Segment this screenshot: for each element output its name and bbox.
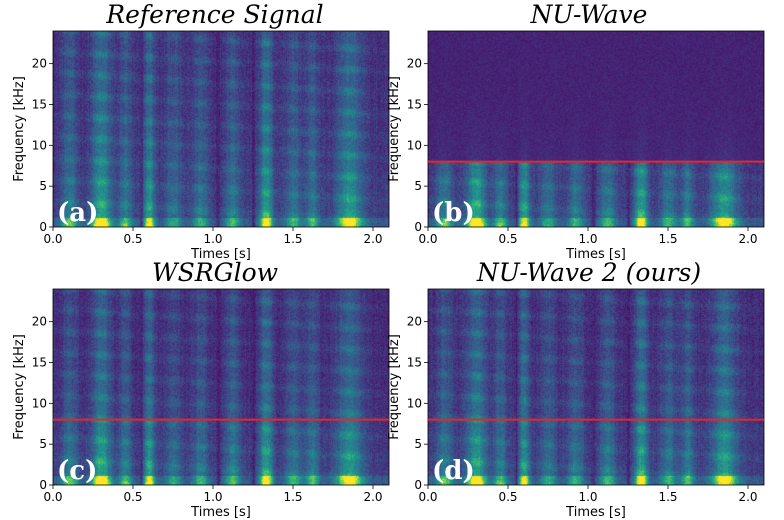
y-tick-label: 10 (32, 138, 47, 152)
x-tick-label: 1.5 (283, 490, 302, 504)
x-tick-label: 0.5 (498, 232, 517, 246)
x-tick-label: 0.0 (43, 490, 62, 504)
y-tick-label: 20 (407, 315, 422, 329)
x-tick-label: 1.5 (658, 232, 677, 246)
y-tick-label: 15 (32, 356, 47, 370)
y-tick-label: 5 (414, 179, 422, 193)
spectrogram-image (53, 31, 389, 227)
x-tick-label: 0.5 (498, 490, 517, 504)
x-axis-label: Times [s] (565, 505, 626, 520)
y-axis-label: Frequency [kHz] (12, 76, 27, 182)
y-tick-label: 0 (414, 220, 422, 234)
y-tick-label: 20 (407, 57, 422, 71)
x-tick-label: 0.5 (123, 490, 142, 504)
y-tick-label: 5 (39, 437, 47, 451)
x-axis-label: Times [s] (190, 247, 251, 262)
y-axis-label: Frequency [kHz] (12, 334, 27, 440)
y-tick-label: 15 (407, 356, 422, 370)
y-tick-label: 15 (407, 98, 422, 112)
panel-title: WSRGlow (151, 258, 279, 287)
y-tick-label: 15 (32, 98, 47, 112)
y-tick-label: 0 (414, 478, 422, 492)
plot-frame (427, 288, 765, 486)
x-tick-label: 1.0 (578, 232, 597, 246)
panel-title: NU-Wave (530, 0, 648, 29)
panel-title: NU-Wave 2 (ours) (476, 258, 702, 287)
x-axis-label: Times [s] (190, 505, 251, 520)
x-tick-label: 2.0 (738, 232, 757, 246)
y-axis-label: Frequency [kHz] (387, 334, 402, 440)
y-tick-label: 5 (414, 437, 422, 451)
panel-title: Reference Signal (106, 0, 324, 29)
x-tick-label: 2.0 (738, 490, 757, 504)
y-tick-label: 5 (39, 179, 47, 193)
y-tick-label: 10 (32, 396, 47, 410)
x-tick-label: 0.0 (418, 490, 437, 504)
y-tick-label: 20 (32, 315, 47, 329)
plot-frame (427, 30, 765, 228)
y-tick-label: 0 (39, 478, 47, 492)
plot-frame (52, 288, 390, 486)
x-tick-label: 1.0 (203, 490, 222, 504)
panel-letter-label: (c) (57, 456, 97, 486)
x-tick-label: 0.5 (123, 232, 142, 246)
y-tick-label: 10 (407, 396, 422, 410)
x-tick-label: 0.0 (418, 232, 437, 246)
y-axis-label: Frequency [kHz] (387, 76, 402, 182)
x-tick-label: 2.0 (363, 232, 382, 246)
x-tick-label: 1.5 (658, 490, 677, 504)
x-tick-label: 1.0 (203, 232, 222, 246)
x-axis-label: Times [s] (565, 247, 626, 262)
spectrogram-image (428, 289, 764, 485)
x-tick-label: 1.0 (578, 490, 597, 504)
panel-letter-label: (d) (432, 456, 475, 486)
spectrogram-image (428, 31, 764, 227)
x-tick-label: 0.0 (43, 232, 62, 246)
panel-letter-label: (a) (57, 198, 98, 228)
y-tick-label: 0 (39, 220, 47, 234)
x-tick-label: 1.5 (283, 232, 302, 246)
plot-frame (52, 30, 390, 228)
x-tick-label: 2.0 (363, 490, 382, 504)
panel-letter-label: (b) (432, 198, 475, 228)
y-tick-label: 10 (407, 138, 422, 152)
y-tick-label: 20 (32, 57, 47, 71)
spectrogram-image (53, 289, 389, 485)
